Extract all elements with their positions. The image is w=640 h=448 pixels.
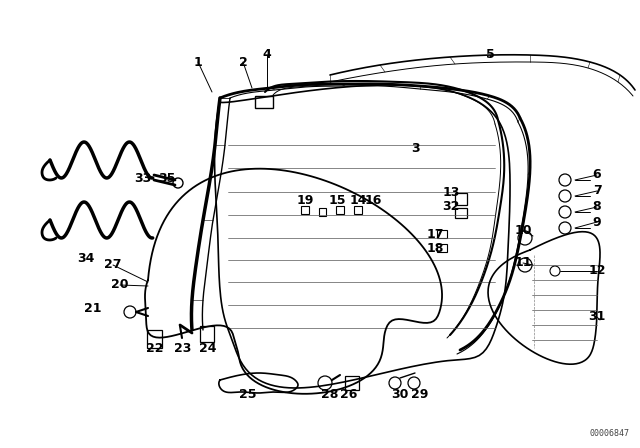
Text: 27: 27 bbox=[104, 258, 122, 271]
Text: 25: 25 bbox=[239, 388, 257, 401]
Text: 18: 18 bbox=[426, 241, 444, 254]
Text: 13: 13 bbox=[442, 186, 460, 199]
Bar bbox=[437, 244, 447, 252]
Bar bbox=[354, 206, 362, 214]
Bar bbox=[336, 206, 344, 214]
Text: 33: 33 bbox=[134, 172, 152, 185]
Text: 35: 35 bbox=[158, 172, 176, 185]
Text: 14: 14 bbox=[349, 194, 367, 207]
Text: 7: 7 bbox=[593, 185, 602, 198]
Circle shape bbox=[559, 190, 571, 202]
Circle shape bbox=[518, 231, 532, 245]
Bar bbox=[455, 208, 467, 218]
Text: 29: 29 bbox=[412, 388, 429, 401]
Text: 9: 9 bbox=[593, 215, 602, 228]
Bar bbox=[147, 330, 162, 348]
Text: 00006847: 00006847 bbox=[590, 429, 630, 438]
Text: 22: 22 bbox=[147, 341, 164, 354]
Text: 11: 11 bbox=[515, 257, 532, 270]
Text: 15: 15 bbox=[328, 194, 346, 207]
Bar bbox=[301, 206, 309, 214]
Text: 8: 8 bbox=[593, 201, 602, 214]
Text: 10: 10 bbox=[515, 224, 532, 237]
Text: 17: 17 bbox=[426, 228, 444, 241]
Text: 12: 12 bbox=[588, 264, 605, 277]
Text: 16: 16 bbox=[364, 194, 381, 207]
Text: 32: 32 bbox=[442, 201, 460, 214]
Text: 21: 21 bbox=[84, 302, 102, 314]
Text: 31: 31 bbox=[588, 310, 605, 323]
Circle shape bbox=[408, 377, 420, 389]
Bar bbox=[200, 326, 214, 342]
Text: 3: 3 bbox=[411, 142, 419, 155]
Text: 24: 24 bbox=[199, 341, 217, 354]
Bar bbox=[345, 376, 359, 390]
Bar bbox=[255, 96, 273, 108]
Circle shape bbox=[559, 206, 571, 218]
Bar bbox=[319, 208, 326, 216]
Circle shape bbox=[559, 174, 571, 186]
Circle shape bbox=[318, 376, 332, 390]
Text: 34: 34 bbox=[77, 251, 95, 264]
Text: 4: 4 bbox=[262, 48, 271, 61]
Text: 20: 20 bbox=[111, 279, 129, 292]
Circle shape bbox=[389, 377, 401, 389]
Text: 26: 26 bbox=[340, 388, 358, 401]
Circle shape bbox=[550, 266, 560, 276]
Bar bbox=[437, 230, 447, 238]
Text: 23: 23 bbox=[174, 341, 192, 354]
Text: 30: 30 bbox=[391, 388, 409, 401]
Circle shape bbox=[124, 306, 136, 318]
Text: 5: 5 bbox=[486, 48, 494, 61]
Text: 28: 28 bbox=[321, 388, 339, 401]
Circle shape bbox=[518, 258, 532, 272]
Circle shape bbox=[559, 222, 571, 234]
Text: 19: 19 bbox=[296, 194, 314, 207]
Text: 2: 2 bbox=[239, 56, 248, 69]
Text: 6: 6 bbox=[593, 168, 602, 181]
Bar bbox=[455, 193, 467, 205]
Text: 1: 1 bbox=[194, 56, 202, 69]
